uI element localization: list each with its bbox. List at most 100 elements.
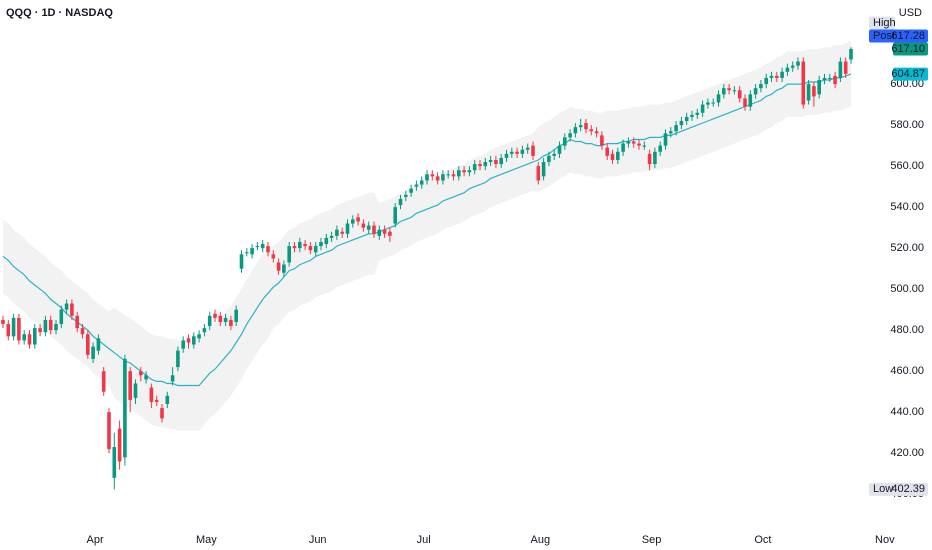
candle-body <box>382 229 387 234</box>
y-tick-label: 420.00 <box>890 447 924 459</box>
y-tick-label: 520.00 <box>890 242 924 254</box>
candle-body <box>499 157 503 165</box>
candle-body <box>706 102 710 105</box>
price-tag <box>893 67 928 81</box>
x-tick-label: Sep <box>642 534 662 546</box>
candle-body <box>91 346 95 359</box>
candle-body <box>785 67 790 72</box>
candle-body <box>451 174 456 177</box>
candle-body <box>806 84 811 101</box>
candle-body <box>631 141 636 144</box>
price-tag-value: 604.87 <box>891 68 925 80</box>
band-area <box>3 41 851 431</box>
y-tick-label: 600.00 <box>890 78 924 90</box>
candle-body <box>441 174 445 181</box>
x-tick-label: Nov <box>875 534 895 546</box>
candle-body <box>117 428 122 462</box>
candle-body <box>563 137 567 146</box>
candle-body <box>234 309 238 322</box>
candle-body <box>308 246 313 251</box>
candle-body <box>11 317 16 337</box>
candle-body <box>504 153 509 158</box>
candle-body <box>144 375 148 380</box>
candle-body <box>700 104 705 113</box>
candle-body <box>17 317 21 341</box>
candle-body <box>292 246 297 249</box>
price-tag-value: 402.39 <box>891 483 925 495</box>
candle-body <box>276 262 281 271</box>
candle-body <box>154 399 159 402</box>
candle-body <box>48 319 53 331</box>
price-tag-value: 617.28 <box>891 30 925 42</box>
candle-body <box>239 254 244 269</box>
candle-body <box>229 319 233 327</box>
y-tick-label: 460.00 <box>890 365 924 377</box>
candle-body <box>160 408 164 419</box>
candle-body <box>467 170 472 173</box>
candle-body <box>605 147 609 156</box>
candle-body <box>133 383 138 398</box>
candle-body <box>202 328 207 333</box>
candle-body <box>255 246 260 248</box>
candle-body <box>80 328 85 335</box>
candle-body <box>75 315 79 329</box>
candle-body <box>335 229 339 236</box>
candle-body <box>695 112 700 115</box>
candle-body <box>59 309 64 325</box>
candle-body <box>107 412 111 450</box>
candle-body <box>43 319 48 333</box>
candle-body <box>192 336 196 345</box>
candle-body <box>271 254 276 259</box>
x-tick-label: Apr <box>87 534 104 546</box>
candle-body <box>223 317 228 322</box>
candle-body <box>266 246 270 253</box>
y-tick-label: 580.00 <box>890 119 924 131</box>
candle-body <box>637 143 641 146</box>
candle-body <box>584 123 588 130</box>
candle-body <box>149 387 154 402</box>
candle-body <box>139 371 143 376</box>
candle-body <box>245 252 249 254</box>
candle-body <box>435 176 440 181</box>
candle-body <box>727 88 731 91</box>
candle-body <box>345 223 350 234</box>
candle-body <box>96 338 101 351</box>
candle-body <box>298 241 302 249</box>
candle-body <box>812 86 816 97</box>
candle-body <box>600 135 604 146</box>
candle-body <box>64 303 69 310</box>
candle-body <box>732 90 737 92</box>
x-tick-label: Oct <box>754 534 771 546</box>
candle-body <box>525 147 530 150</box>
candle-body <box>425 174 429 181</box>
y-tick-label: 540.00 <box>890 201 924 213</box>
price-tag-name: High <box>873 17 896 29</box>
candle-body <box>510 151 514 154</box>
candle-body <box>377 229 382 236</box>
candle-body <box>197 334 201 339</box>
candle-body <box>801 61 806 105</box>
price-tag-name: Low <box>873 483 893 495</box>
candle-body <box>536 166 541 181</box>
candle-body <box>213 313 217 318</box>
candle-body <box>578 125 583 128</box>
candle-body <box>287 246 291 263</box>
candle-body <box>303 244 307 247</box>
candle-body <box>647 153 652 165</box>
candle-body <box>589 129 594 132</box>
candle-body <box>388 231 392 236</box>
candle-body <box>483 162 488 167</box>
candle-body <box>366 225 371 230</box>
candle-body <box>472 164 477 171</box>
y-tick-label: 480.00 <box>890 324 924 336</box>
candle-body <box>361 223 366 228</box>
candle-body <box>541 162 546 177</box>
price-tag-value: 617.10 <box>891 43 925 55</box>
candle-body <box>351 219 355 224</box>
candle-body <box>409 188 413 193</box>
candle-body <box>398 198 403 206</box>
candle-body <box>54 324 58 331</box>
candle-body <box>1 319 5 325</box>
candle-body <box>520 149 525 154</box>
candle-body <box>372 225 376 234</box>
